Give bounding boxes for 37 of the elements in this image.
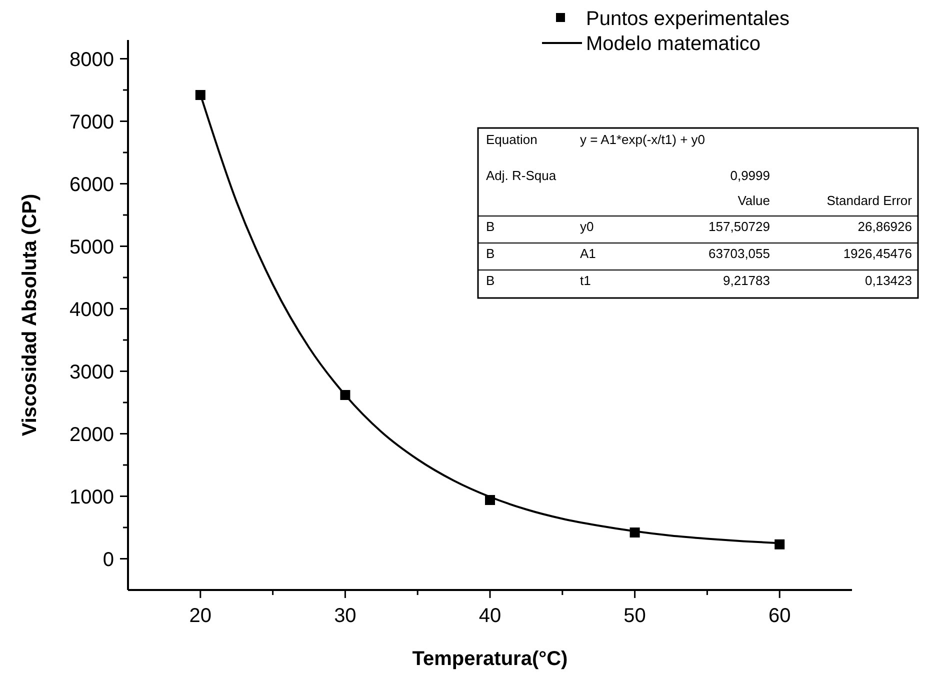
y-tick-label: 2000 [70, 424, 114, 446]
x-tick-label: 20 [189, 605, 212, 627]
annotation: y0 [580, 219, 594, 234]
text: 26,86926 [858, 219, 912, 234]
annotation: B [486, 273, 495, 288]
text: 0,13423 [865, 273, 912, 288]
y-tick-label: 1000 [70, 486, 114, 508]
annotation: Equation [486, 132, 538, 147]
annotation: 157,50729 [708, 219, 770, 234]
legend-label: Modelo matematico [586, 33, 761, 55]
x-axis-title: Temperatura(°C) [412, 648, 568, 670]
annotation: Value [738, 193, 770, 208]
legend-label: Puntos experimentales [586, 8, 790, 30]
y-tick-label: 8000 [70, 48, 114, 71]
annotation: 0,9999 [730, 168, 770, 183]
y-tick-label: 7000 [70, 111, 114, 134]
annotation: B [486, 219, 495, 234]
y-tick-label: 5000 [70, 236, 114, 258]
y-tick-label: 3000 [70, 361, 114, 384]
annotation: Standard Error [826, 193, 913, 208]
x-tick-label: 50 [624, 605, 646, 627]
x-tick-label: 30 [334, 605, 356, 627]
annotation: A1 [580, 246, 596, 261]
point [774, 539, 785, 550]
x-tick-label: 60 [768, 605, 791, 627]
y-tick-label: 6000 [70, 174, 114, 196]
y-tick-label: 0 [102, 548, 114, 571]
annotation: 9,21783 [723, 273, 770, 288]
y-axis-title: Viscosidad Absoluta (CP) [19, 194, 41, 436]
annotation: 1926,45476 [843, 246, 912, 261]
y-tick-label: 4000 [70, 298, 114, 321]
annotation: 63703,055 [708, 246, 770, 261]
x-tick-label: 40 [478, 605, 502, 627]
annotation: t1 [580, 273, 591, 288]
annotation: y = A1*exp(-x/t1) + y0 [580, 132, 706, 147]
annotation: Adj. R-Squa [486, 168, 557, 183]
annotation: B [486, 246, 495, 261]
